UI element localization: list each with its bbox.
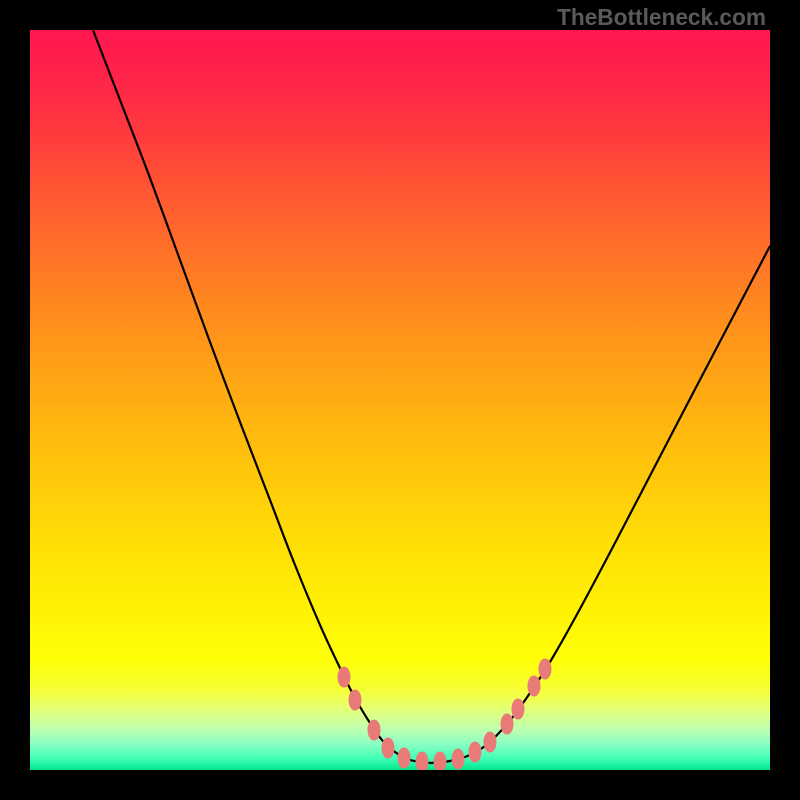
marker-point [416, 752, 428, 770]
marker-point [501, 714, 513, 734]
curve-right-branch [430, 246, 770, 763]
marker-point [368, 720, 380, 740]
marker-point [484, 732, 496, 752]
marker-point [539, 659, 551, 679]
curve-left-branch [93, 30, 430, 763]
marker-point [469, 742, 481, 762]
markers-group [338, 659, 551, 770]
plot-area [30, 30, 770, 770]
marker-point [434, 752, 446, 770]
curve-layer [30, 30, 770, 770]
marker-point [398, 748, 410, 768]
marker-point [452, 749, 464, 769]
marker-point [528, 676, 540, 696]
marker-point [349, 690, 361, 710]
marker-point [338, 667, 350, 687]
watermark-text: TheBottleneck.com [557, 4, 766, 31]
marker-point [382, 738, 394, 758]
marker-point [512, 699, 524, 719]
chart-container: TheBottleneck.com [0, 0, 800, 800]
